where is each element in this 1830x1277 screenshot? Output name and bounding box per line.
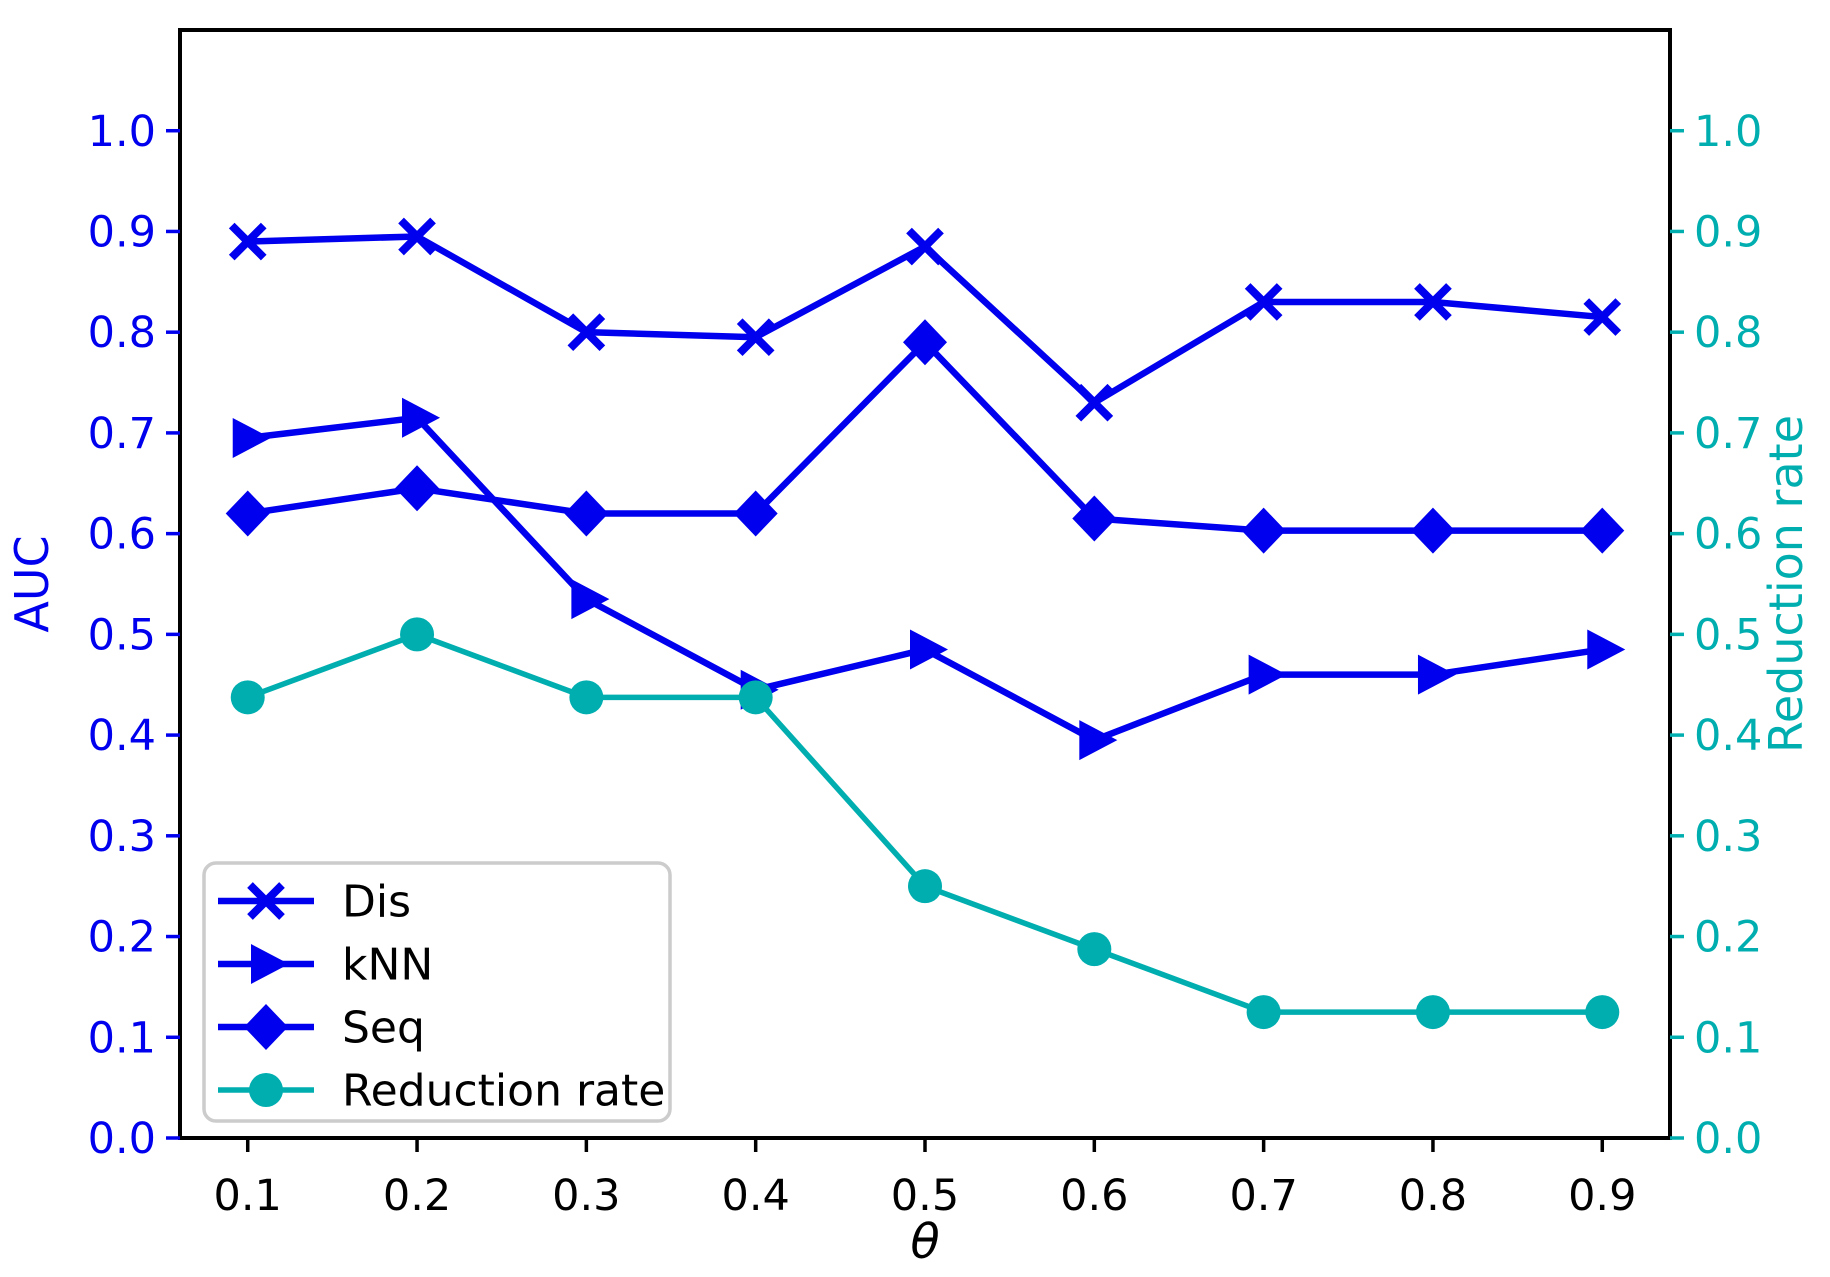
legend-entry-reduction-rate: Reduction rate xyxy=(218,1065,665,1116)
left-tick-label: 0.1 xyxy=(88,1013,156,1063)
left-tick-label: 0.5 xyxy=(88,610,156,660)
legend-entry-knn: kNN xyxy=(218,939,433,990)
left-axis-title: AUC xyxy=(5,535,59,632)
series-seq xyxy=(225,319,1625,554)
x-tick-label: 0.2 xyxy=(383,1171,451,1221)
x-tick-label: 0.6 xyxy=(1060,1171,1128,1221)
x-tick-label: 0.7 xyxy=(1229,1171,1297,1221)
x-tick-label: 0.3 xyxy=(552,1171,620,1221)
right-tick-label: 0.5 xyxy=(1694,610,1762,660)
legend-label: kNN xyxy=(342,939,433,990)
x-tick-label: 0.8 xyxy=(1399,1171,1467,1221)
left-axis: 0.0 0.1 0.2 0.3 0.4 0.5 0.6 0.7 0.8 0.9 1.0 AUC xyxy=(5,107,180,1164)
x-axis: 0.1 0.2 0.3 0.4 0.5 0.6 0.7 0.8 0.9 θ xyxy=(214,1138,1636,1270)
left-tick-label: 0.4 xyxy=(88,711,156,761)
left-tick-label: 0.0 xyxy=(88,1114,156,1164)
right-axis: 0.0 0.1 0.2 0.3 0.4 0.5 0.6 0.7 0.8 0.9 1.0 Reducti… xyxy=(1670,107,1813,1164)
x-axis-title: θ xyxy=(910,1214,939,1270)
right-tick-label: 0.6 xyxy=(1694,510,1762,560)
legend-entry-seq: Seq xyxy=(218,1002,425,1053)
legend-label: Reduction rate xyxy=(342,1065,665,1116)
series-dis xyxy=(228,217,1622,422)
series-reduction-rate xyxy=(230,617,1620,1030)
left-tick-label: 0.2 xyxy=(88,913,156,963)
right-tick-label: 0.2 xyxy=(1694,913,1762,963)
left-tick-label: 0.7 xyxy=(88,409,156,459)
left-tick-label: 0.3 xyxy=(88,812,156,862)
right-tick-label: 0.4 xyxy=(1694,711,1762,761)
legend-label: Seq xyxy=(342,1002,425,1053)
x-tick-label: 0.4 xyxy=(721,1171,789,1221)
right-tick-label: 0.1 xyxy=(1694,1013,1762,1063)
legend-entry-dis: Dis xyxy=(218,876,411,927)
right-tick-label: 0.9 xyxy=(1694,208,1762,258)
x-tick-label: 0.5 xyxy=(891,1171,959,1221)
right-tick-label: 1.0 xyxy=(1694,107,1762,157)
right-tick-label: 0.8 xyxy=(1694,308,1762,358)
right-tick-label: 0.0 xyxy=(1694,1114,1762,1164)
legend-box xyxy=(202,861,672,1123)
right-tick-label: 0.3 xyxy=(1694,812,1762,862)
right-tick-label: 0.7 xyxy=(1694,409,1762,459)
legend: Dis kNN Seq Reduction rate xyxy=(202,861,672,1123)
left-tick-label: 1.0 xyxy=(88,107,156,157)
left-tick-label: 0.9 xyxy=(88,208,156,258)
right-axis-title: Reduction rate xyxy=(1759,415,1813,753)
x-tick-label: 0.9 xyxy=(1568,1171,1636,1221)
x-tick-label: 0.1 xyxy=(214,1171,282,1221)
left-tick-label: 0.6 xyxy=(88,510,156,560)
left-tick-label: 0.8 xyxy=(88,308,156,358)
legend-label: Dis xyxy=(342,876,411,927)
